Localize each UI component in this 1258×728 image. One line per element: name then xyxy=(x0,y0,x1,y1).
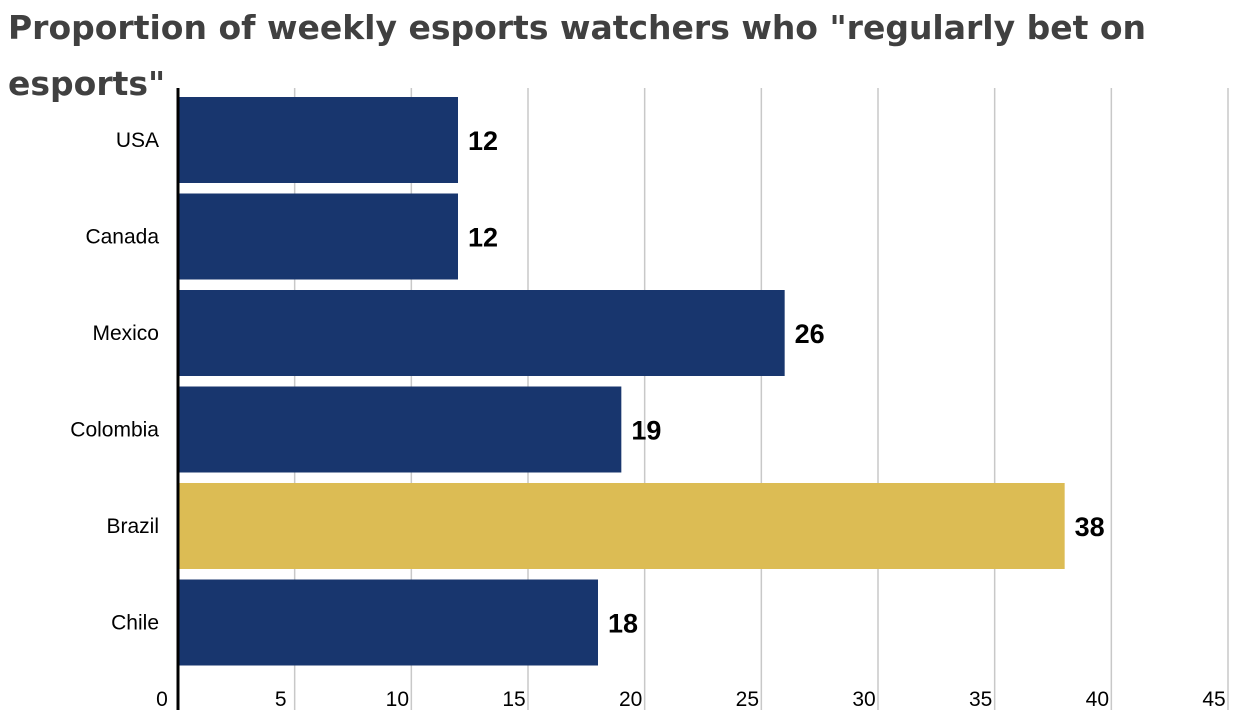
value-label: 38 xyxy=(1075,512,1105,542)
category-label: Chile xyxy=(111,612,159,635)
value-labels: 12 12 26 19 38 18 xyxy=(468,126,1105,639)
x-tick-label: 35 xyxy=(969,688,992,711)
category-label: USA xyxy=(116,129,159,152)
x-tick-label: 20 xyxy=(619,688,642,711)
value-label: 19 xyxy=(631,416,661,446)
bar-chile xyxy=(178,579,598,666)
chart-title: Proportion of weekly esports watchers wh… xyxy=(8,8,1147,103)
x-tick-label: 5 xyxy=(275,688,287,711)
category-label: Brazil xyxy=(106,515,159,538)
value-label: 12 xyxy=(468,223,498,253)
bar-usa xyxy=(178,97,458,183)
value-label: 18 xyxy=(608,609,638,639)
x-tick-label: 30 xyxy=(852,688,875,711)
x-tick-label: 0 xyxy=(156,688,168,711)
bar-brazil xyxy=(178,483,1065,569)
x-tick-labels: 0 5 10 15 20 25 30 35 40 45 xyxy=(156,688,1226,711)
bar-canada xyxy=(178,193,458,280)
gridlines xyxy=(293,88,1229,710)
value-label: 12 xyxy=(468,126,498,156)
bar-colombia xyxy=(178,386,622,473)
category-labels: USA Canada Mexico Colombia Brazil Chile xyxy=(70,129,159,635)
category-label: Colombia xyxy=(70,419,159,442)
x-tick-label: 25 xyxy=(736,688,759,711)
category-label: Canada xyxy=(85,226,159,249)
x-tick-label: 10 xyxy=(386,688,409,711)
category-label: Mexico xyxy=(92,322,159,345)
x-tick-label: 15 xyxy=(502,688,525,711)
value-label: 26 xyxy=(795,319,825,349)
x-tick-label: 40 xyxy=(1086,688,1109,711)
x-tick-label: 45 xyxy=(1202,688,1225,711)
bars xyxy=(178,97,1065,666)
bar-mexico xyxy=(178,290,785,376)
